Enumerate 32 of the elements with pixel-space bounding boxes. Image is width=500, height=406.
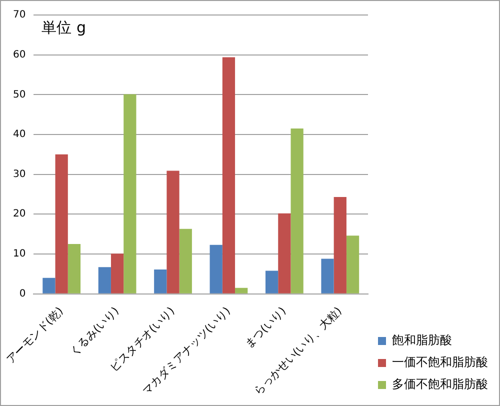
bar [321, 258, 334, 294]
bar [278, 213, 291, 294]
y-tick-label: 50 [12, 89, 26, 100]
x-tick-label: まつ(いり) [242, 304, 289, 351]
bar [68, 244, 81, 294]
y-tick-label: 60 [12, 49, 26, 60]
x-tick-label: アーモンド(乾) [4, 304, 66, 366]
legend-label: 多価不飽和脂肪酸 [392, 377, 488, 392]
bar [235, 288, 248, 294]
bar [154, 270, 167, 294]
y-tick-label: 30 [12, 168, 26, 180]
bar [346, 236, 360, 294]
bar [210, 244, 222, 294]
bar [42, 278, 56, 294]
y-tick-label: 0 [19, 288, 26, 300]
y-tick-label: 10 [12, 248, 26, 260]
bar [110, 254, 124, 294]
y-tick-label: 20 [12, 208, 26, 220]
legend-label: 一価不飽和脂肪酸 [392, 355, 488, 370]
bar [179, 228, 192, 294]
bar [334, 197, 346, 294]
y-tick-label: 70 [12, 10, 26, 21]
annotation: 単位 g [42, 18, 86, 36]
bar [166, 170, 180, 294]
bar [222, 57, 236, 294]
bar [124, 94, 136, 294]
bar [98, 267, 111, 294]
bar [265, 270, 278, 294]
legend-label: 飽和脂肪酸 [392, 333, 452, 348]
y-tick-label: 40 [12, 129, 26, 140]
bar [55, 154, 68, 294]
bar [290, 128, 304, 294]
